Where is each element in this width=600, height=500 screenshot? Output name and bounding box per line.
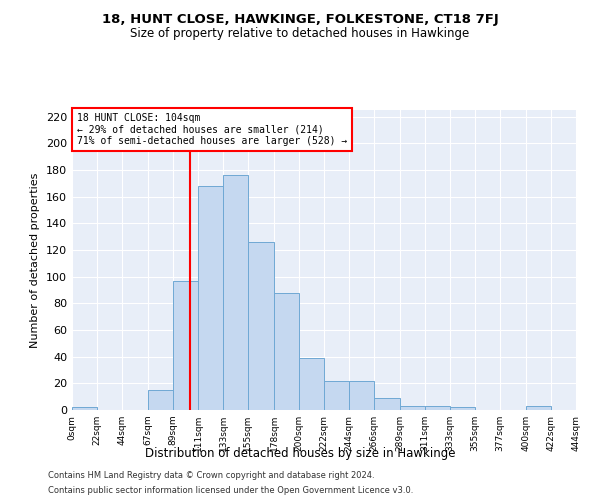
Text: Distribution of detached houses by size in Hawkinge: Distribution of detached houses by size … xyxy=(145,448,455,460)
Bar xyxy=(349,380,374,410)
Bar xyxy=(400,406,425,410)
Text: 18 HUNT CLOSE: 104sqm
← 29% of detached houses are smaller (214)
71% of semi-det: 18 HUNT CLOSE: 104sqm ← 29% of detached … xyxy=(77,113,347,146)
Bar xyxy=(72,408,97,410)
Bar xyxy=(274,292,299,410)
Bar xyxy=(526,406,551,410)
Bar xyxy=(148,390,173,410)
Bar xyxy=(324,380,349,410)
Bar xyxy=(299,358,324,410)
Bar xyxy=(425,406,450,410)
Bar xyxy=(450,408,475,410)
Bar xyxy=(248,242,274,410)
Bar xyxy=(173,280,198,410)
Text: Contains public sector information licensed under the Open Government Licence v3: Contains public sector information licen… xyxy=(48,486,413,495)
Bar xyxy=(223,176,248,410)
Text: 18, HUNT CLOSE, HAWKINGE, FOLKESTONE, CT18 7FJ: 18, HUNT CLOSE, HAWKINGE, FOLKESTONE, CT… xyxy=(101,12,499,26)
Text: Size of property relative to detached houses in Hawkinge: Size of property relative to detached ho… xyxy=(130,28,470,40)
Bar xyxy=(198,186,223,410)
Text: Contains HM Land Registry data © Crown copyright and database right 2024.: Contains HM Land Registry data © Crown c… xyxy=(48,471,374,480)
Bar xyxy=(374,398,400,410)
Y-axis label: Number of detached properties: Number of detached properties xyxy=(31,172,40,348)
